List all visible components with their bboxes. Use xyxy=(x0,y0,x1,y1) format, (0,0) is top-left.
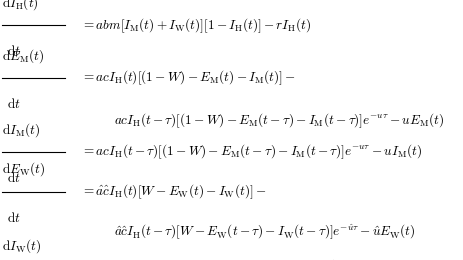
Text: $= abm[I_{\mathrm{M}}(t) + I_{\mathrm{W}}(t)][1 - I_{\mathrm{H}}(t)] - rI_{\math: $= abm[I_{\mathrm{M}}(t) + I_{\mathrm{W}… xyxy=(81,16,311,35)
Text: $\mathrm{d}E_{\mathrm{M}}(t)$: $\mathrm{d}E_{\mathrm{M}}(t)$ xyxy=(2,47,44,65)
Text: $\hat{a}\hat{c}I_{\mathrm{H}}(t-\tau)[W - E_{\mathrm{W}}(t-\tau) - I_{\mathrm{W}: $\hat{a}\hat{c}I_{\mathrm{H}}(t-\tau)[W … xyxy=(113,223,414,242)
Text: $= acI_{\mathrm{H}}(t)[(1 - W) - E_{\mathrm{M}}(t) - I_{\mathrm{M}}(t)] -$: $= acI_{\mathrm{H}}(t)[(1 - W) - E_{\mat… xyxy=(81,69,295,87)
Text: $\mathrm{d}I_{\mathrm{W}}(t)$: $\mathrm{d}I_{\mathrm{W}}(t)$ xyxy=(2,237,41,255)
Text: $\mathrm{d}E_{\mathrm{W}}(t)$: $\mathrm{d}E_{\mathrm{W}}(t)$ xyxy=(2,161,45,178)
Text: $\mathrm{d}I_{\mathrm{M}}(t)$: $\mathrm{d}I_{\mathrm{M}}(t)$ xyxy=(2,121,40,139)
Text: $acI_{\mathrm{H}}(t-\tau)[(1-W) - E_{\mathrm{M}}(t-\tau) - I_{\mathrm{M}}(t-\tau: $acI_{\mathrm{H}}(t-\tau)[(1-W) - E_{\ma… xyxy=(113,112,443,130)
Text: $= \hat{a}\hat{c}I_{\mathrm{H}}(t)[W - E_{\mathrm{W}}(t) - I_{\mathrm{W}}(t)] -$: $= \hat{a}\hat{c}I_{\mathrm{H}}(t)[W - E… xyxy=(81,183,266,201)
Text: $\mathrm{d}t$: $\mathrm{d}t$ xyxy=(7,211,21,225)
Text: $\mathrm{d}t$: $\mathrm{d}t$ xyxy=(7,97,21,111)
Text: $\mathrm{d}I_{\mathrm{H}}(t)$: $\mathrm{d}I_{\mathrm{H}}(t)$ xyxy=(2,0,39,12)
Text: $= \hat{a}\hat{c}I_{\mathrm{H}}(t-\tau)[W - E_{\mathrm{W}}(t-\tau) - I_{\mathrm{: $= \hat{a}\hat{c}I_{\mathrm{H}}(t-\tau)[… xyxy=(81,259,393,260)
Text: $\mathrm{d}t$: $\mathrm{d}t$ xyxy=(7,171,21,185)
Text: $= acI_{\mathrm{H}}(t-\tau)[(1-W) - E_{\mathrm{M}}(t-\tau) - I_{\mathrm{M}}(t-\t: $= acI_{\mathrm{H}}(t-\tau)[(1-W) - E_{\… xyxy=(81,143,421,161)
Text: $\mathrm{d}t$: $\mathrm{d}t$ xyxy=(7,44,21,58)
